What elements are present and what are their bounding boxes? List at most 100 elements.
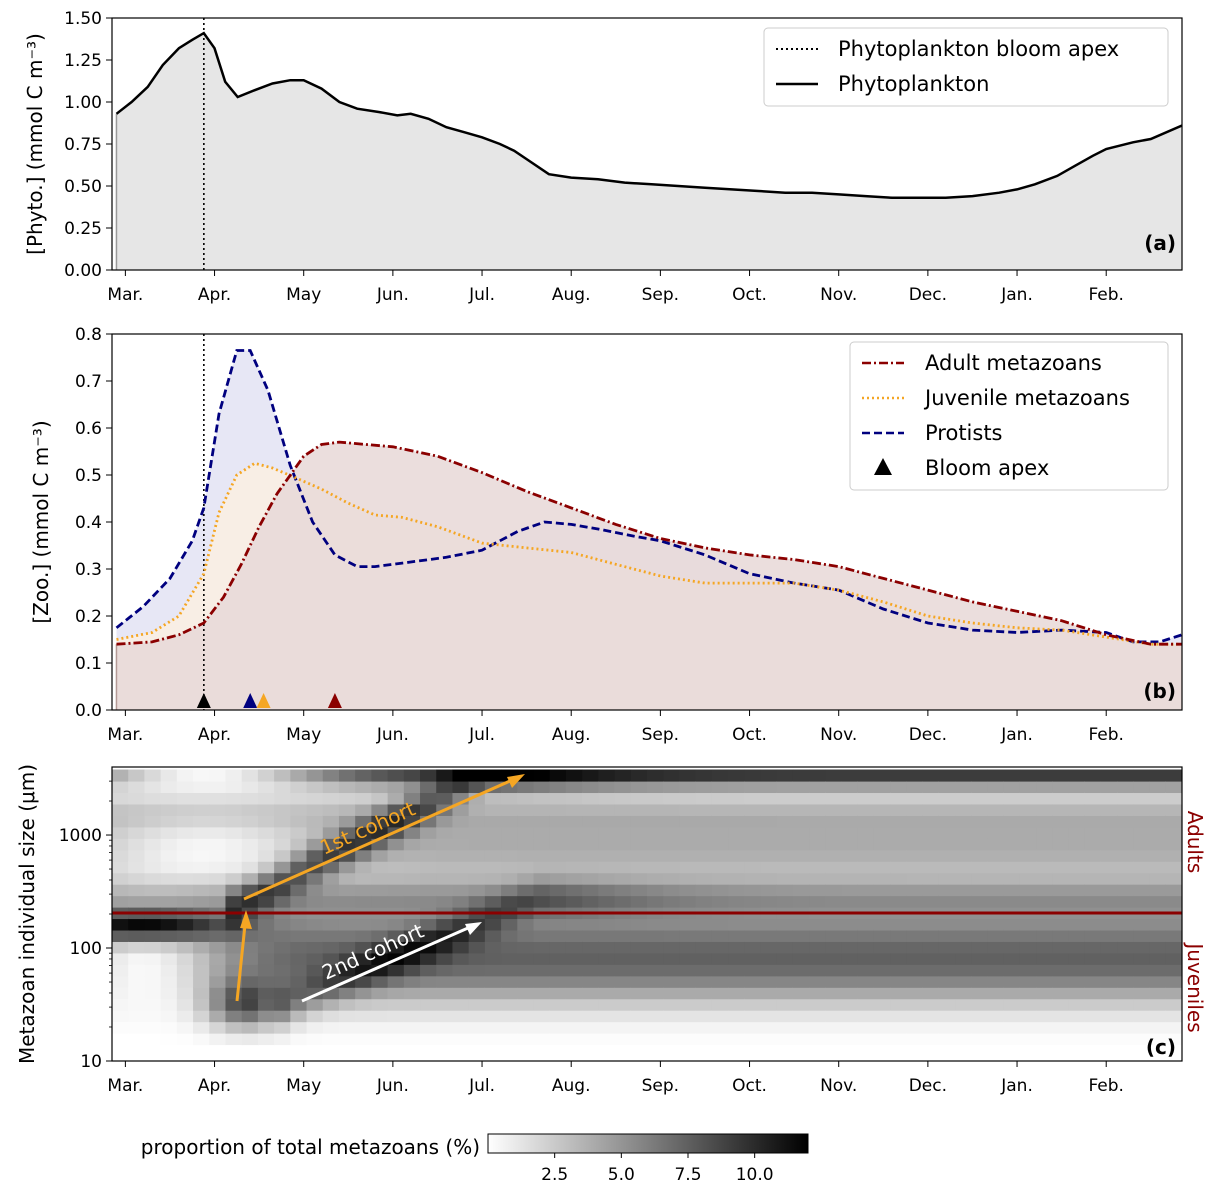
heatmap-cell [825, 826, 843, 839]
heatmap-cell [825, 838, 843, 851]
heatmap-cell [1052, 941, 1070, 954]
heatmap-cell [776, 838, 794, 851]
heatmap-cell [582, 987, 599, 1000]
heatmap-cell [630, 826, 648, 839]
heatmap-cell [841, 952, 859, 965]
x-tick-label: Oct. [732, 1076, 767, 1096]
panel-c-y-label: Metazoan individual size (μm) [15, 764, 39, 1064]
heatmap-cell [679, 838, 697, 851]
heatmap-cell [857, 1033, 875, 1046]
heatmap-cell [776, 826, 794, 839]
heatmap-cell [679, 884, 697, 897]
heatmap-cell [176, 838, 194, 851]
heatmap-cell [987, 952, 1005, 965]
heatmap-cell [630, 941, 648, 954]
heatmap-cell [890, 815, 907, 828]
legend-label-bloom-apex-marker: Bloom apex [925, 456, 1049, 480]
x-tick-label: Apr. [198, 285, 231, 305]
heatmap-cell [955, 769, 972, 782]
heatmap-cell [257, 826, 275, 839]
heatmap-cell [420, 849, 437, 862]
heatmap-cell [1068, 941, 1086, 954]
heatmap-cell [663, 952, 681, 965]
heatmap-cell [1052, 998, 1070, 1011]
heatmap-cell [452, 826, 470, 839]
heatmap-cell [857, 769, 875, 782]
heatmap-cell [792, 1021, 810, 1034]
heatmap-cell [1068, 769, 1086, 782]
heatmap-cell [290, 780, 308, 794]
heatmap-cell [420, 998, 437, 1011]
heatmap-cell [938, 872, 956, 885]
heatmap-cell [630, 952, 648, 965]
heatmap-cell [1100, 826, 1118, 839]
legend-box [849, 341, 1169, 491]
heatmap-cell [857, 792, 875, 805]
heatmap-cell [322, 1010, 340, 1023]
heatmap-cell [728, 769, 745, 782]
heatmap-cell [679, 803, 697, 816]
heatmap-cell [306, 1010, 324, 1023]
heatmap-cell [144, 895, 162, 908]
heatmap-cell [987, 1021, 1005, 1034]
heatmap-cell [1117, 861, 1134, 874]
heatmap-cell [1003, 769, 1021, 782]
heatmap-cell [841, 792, 859, 805]
heatmap-cell [647, 849, 664, 862]
heatmap-cell [906, 1010, 924, 1023]
heatmap-cell [112, 780, 129, 794]
heatmap-cell [1036, 884, 1053, 897]
x-tick-label: May [286, 1076, 321, 1096]
heatmap-cell [760, 987, 778, 1000]
heatmap-cell [647, 838, 664, 851]
heatmap-cell [1019, 838, 1037, 851]
heatmap-cell [647, 987, 664, 1000]
heatmap-cell [549, 780, 567, 794]
heatmap-cell [176, 826, 194, 839]
heatmap-cell [1052, 929, 1070, 942]
heatmap-cell [987, 964, 1005, 977]
y-tick-label: 0.00 [64, 261, 102, 281]
juvenile-metazoans-line [116, 461, 1182, 646]
heatmap-cell [468, 826, 486, 839]
heatmap-cell [274, 769, 291, 782]
heatmap-cell [1052, 849, 1070, 862]
heatmap-cell [679, 964, 697, 977]
heatmap-cell [1100, 884, 1118, 897]
heatmap-cell [809, 1010, 826, 1023]
heatmap-cell [209, 964, 227, 977]
heatmap-cell [760, 792, 778, 805]
colorbar: proportion of total metazoans (%) 2.5 5.0… [141, 1133, 809, 1185]
panel-b: 0.00.10.20.30.40.50.60.70.8 Mar. Apr. May J… [29, 325, 1183, 745]
heatmap-cell [938, 838, 956, 851]
heatmap-cell [565, 1033, 583, 1046]
heatmap-cell [776, 861, 794, 874]
heatmap-cell [549, 1021, 567, 1034]
heatmap-cell [160, 918, 178, 931]
heatmap-cell [1052, 884, 1070, 897]
heatmap-cell [484, 838, 502, 851]
heatmap-cell [841, 803, 859, 816]
heatmap-cell [792, 803, 810, 816]
x-tick-label: Oct. [732, 285, 767, 305]
heatmap-cell [501, 941, 518, 954]
bloom-apex-marker [243, 693, 258, 708]
heatmap-cell [1133, 952, 1151, 965]
heatmap-cell [1052, 964, 1070, 977]
heatmap-cell [809, 998, 826, 1011]
heatmap-cell [695, 1033, 713, 1046]
heatmap-cell [1084, 815, 1102, 828]
heatmap-cell [1149, 998, 1167, 1011]
heatmap-cell [744, 918, 762, 931]
heatmap-cell [1052, 895, 1070, 908]
heatmap-cell [306, 952, 324, 965]
heatmap-cell [792, 987, 810, 1000]
heatmap-cell [1003, 1021, 1021, 1034]
heatmap-cell [1149, 964, 1167, 977]
cohort-2-growth-arrow [301, 926, 469, 1003]
heatmap-cell [144, 964, 162, 977]
heatmap-cell [420, 769, 437, 782]
heatmap-cell [582, 952, 599, 965]
heatmap-cell [1003, 929, 1021, 942]
heatmap-cell [565, 849, 583, 862]
